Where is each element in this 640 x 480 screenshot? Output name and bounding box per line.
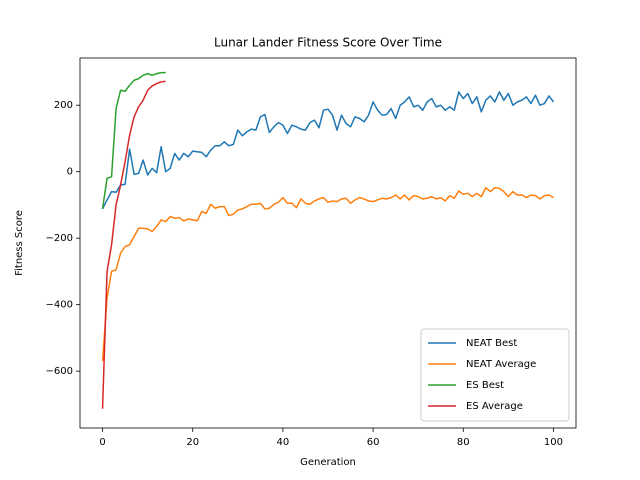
legend-label: NEAT Best: [466, 338, 517, 349]
legend-label: ES Average: [466, 401, 523, 412]
y-tick-label: −600: [46, 366, 73, 377]
legend-label: NEAT Average: [466, 359, 536, 370]
chart-title: Lunar Lander Fitness Score Over Time: [214, 36, 442, 50]
series-line: [101, 186, 554, 362]
y-tick-label: 200: [54, 100, 73, 111]
y-tick-label: −400: [46, 300, 73, 311]
x-tick-label: 40: [277, 437, 290, 448]
legend-label: ES Best: [466, 380, 504, 391]
x-tick-label: 0: [99, 437, 105, 448]
x-tick-label: 100: [544, 437, 563, 448]
y-axis-label: Fitness Score: [14, 210, 25, 276]
y-tick-label: −200: [46, 233, 73, 244]
y-tick-label: 0: [67, 167, 73, 178]
legend-box: [420, 328, 570, 422]
x-tick-label: 60: [367, 437, 380, 448]
series-line: [101, 80, 166, 409]
series-line: [101, 71, 166, 210]
x-tick-label: 80: [457, 437, 470, 448]
x-axis-label: Generation: [300, 457, 356, 468]
plot-frame: [79, 57, 577, 429]
series-line: [101, 91, 555, 210]
x-tick-label: 20: [186, 437, 199, 448]
